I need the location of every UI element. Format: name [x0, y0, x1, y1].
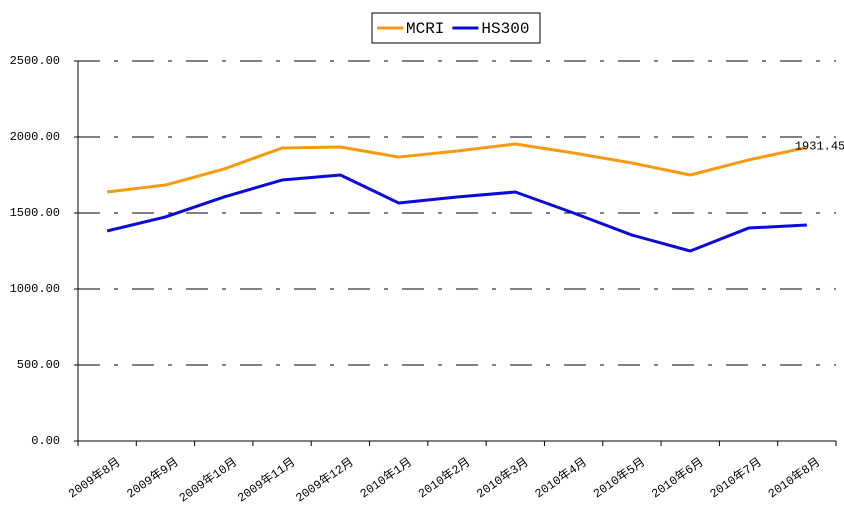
y-tick-label: 2500.00	[10, 54, 60, 68]
x-tick-label: 2010年4月	[532, 455, 590, 502]
x-tick-label: 2009年8月	[66, 455, 124, 502]
value-label: 1931.45	[795, 140, 844, 154]
y-tick-label: 500.00	[17, 358, 60, 372]
y-tick-label: 0.00	[31, 434, 60, 448]
series-line	[106, 173, 807, 253]
x-tick-label: 2010年1月	[357, 455, 415, 502]
y-tick-label: 1000.00	[10, 282, 60, 296]
y-tick-label: 1500.00	[10, 206, 60, 220]
x-tick-label: 2009年9月	[124, 455, 182, 502]
x-tick-label: 2010年7月	[707, 455, 765, 502]
x-tick-label: 2009年10月	[176, 455, 240, 506]
x-tick-label: 2010年8月	[765, 455, 823, 502]
x-tick-label: 2009年12月	[293, 455, 357, 506]
x-tick-label: 2010年2月	[415, 455, 473, 502]
x-tick-label: 2010年5月	[590, 455, 648, 502]
series-line	[106, 142, 808, 194]
x-tick-label: 2010年3月	[474, 455, 532, 502]
x-tick-label: 2009年11月	[235, 455, 299, 506]
legend-label: MCRI	[406, 20, 444, 38]
x-tick-label: 2010年6月	[649, 455, 707, 502]
y-tick-label: 2000.00	[10, 130, 60, 144]
legend-label: HS300	[481, 20, 529, 38]
